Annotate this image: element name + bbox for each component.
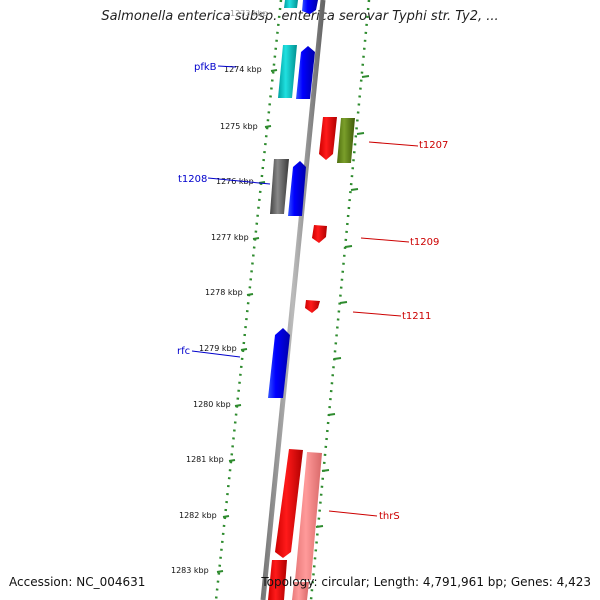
gene-cyan-top[interactable]: [284, 0, 298, 8]
outer-tick-ring: [309, 0, 371, 600]
accession-text: Accession: NC_004631: [9, 575, 146, 589]
left-gene-labels: pfkB t1208 rfc: [177, 62, 271, 358]
kbp-tick-label: 1274 kbp: [224, 65, 262, 74]
genome-backbone: [260, 0, 326, 600]
forward-strand-genes[interactable]: [268, 0, 318, 398]
gene-red-t1211[interactable]: [305, 300, 320, 313]
kbp-tick-label: 1280 kbp: [193, 400, 231, 409]
gene-label-thrS[interactable]: thrS: [379, 511, 400, 522]
kbp-tick-label: 1277 kbp: [211, 233, 249, 242]
kbp-tick-label: 1282 kbp: [179, 511, 217, 520]
ring-major-ticks: [216, 69, 370, 573]
genome-summary-text: Topology: circular; Length: 4,791,961 bp…: [261, 575, 591, 589]
leader-line: [217, 65, 237, 68]
kbp-tick-label: 1283 kbp: [171, 566, 209, 575]
gene-blue-pfkB[interactable]: [296, 46, 315, 99]
leader-line: [207, 177, 271, 185]
kbp-tick-label: 1278 kbp: [205, 288, 243, 297]
gene-red-t1207[interactable]: [319, 117, 337, 160]
kbp-tick-label: 1281 kbp: [186, 455, 224, 464]
kbp-tick-label: 1273 kbp: [230, 9, 268, 18]
leader-line: [368, 141, 419, 147]
gene-pink-bottom[interactable]: [292, 582, 309, 600]
gene-blue-rfc[interactable]: [268, 328, 290, 398]
gene-label-t1211[interactable]: t1211: [402, 311, 431, 322]
gene-label-rfc[interactable]: rfc: [177, 346, 190, 357]
gene-red-t1209[interactable]: [312, 225, 327, 243]
gene-label-t1209[interactable]: t1209: [410, 237, 439, 248]
gene-blue-t1208[interactable]: [288, 161, 306, 216]
kbp-tick-label: 1275 kbp: [220, 122, 258, 131]
leader-line: [191, 350, 241, 358]
gene-blue-top[interactable]: [302, 0, 318, 14]
gene-red-thrS-1[interactable]: [275, 449, 303, 558]
gene-cyan-pfkB[interactable]: [278, 45, 297, 98]
leader-line: [328, 510, 378, 517]
leader-line: [360, 237, 410, 243]
reverse-strand-genes[interactable]: [268, 117, 355, 600]
right-gene-labels: t1207 t1209 t1211 thrS: [328, 140, 448, 522]
gene-label-pfkB[interactable]: pfkB: [194, 62, 217, 73]
gene-label-t1207[interactable]: t1207: [419, 140, 448, 151]
kbp-tick-label: 1276 kbp: [216, 177, 254, 186]
gene-label-t1208[interactable]: t1208: [178, 174, 207, 185]
map-title: Salmonella enterica subsp. enterica sero…: [101, 9, 499, 24]
leader-line: [352, 311, 402, 317]
kbp-tick-label: 1279 kbp: [199, 344, 237, 353]
gene-pink-thrS[interactable]: [295, 452, 322, 580]
gene-olive-t1207[interactable]: [337, 118, 355, 163]
gene-red-bottom[interactable]: [268, 560, 287, 600]
gene-gray-t1208[interactable]: [270, 159, 289, 214]
